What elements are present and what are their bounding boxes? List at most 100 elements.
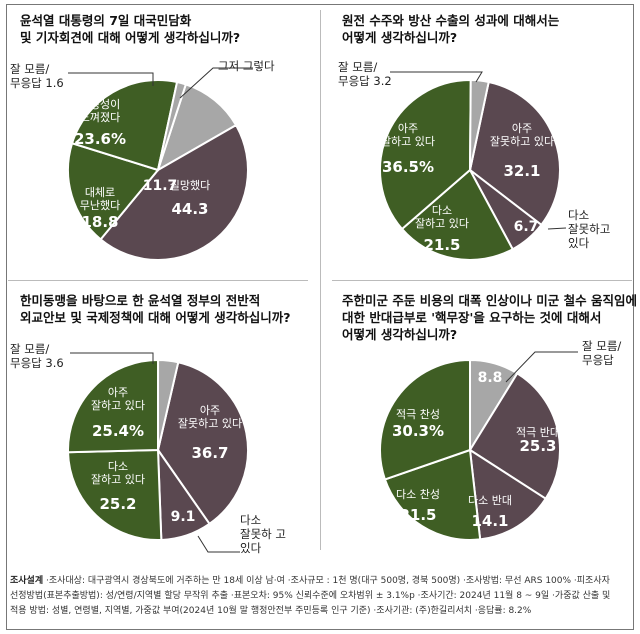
slice-label: 다소 잘하고 있다 bbox=[415, 204, 469, 230]
slice-label: 적극 반대 bbox=[516, 426, 560, 439]
slice-label-line: 진정성이 bbox=[80, 98, 120, 111]
slice-label-line: 잘 모름/ bbox=[582, 339, 621, 353]
pie-slice bbox=[468, 372, 561, 501]
slice-label-line: 잘못하고 bbox=[568, 222, 610, 236]
slice-label-line: 잘못하고 있다 bbox=[178, 416, 242, 430]
slice-label-line: 무응답 bbox=[582, 353, 614, 367]
slice-value: 14.1 bbox=[471, 512, 508, 530]
slice-value: 21.5 bbox=[423, 236, 460, 254]
pie-slice bbox=[67, 358, 160, 454]
slice-label-line: 다소 bbox=[108, 460, 128, 473]
slice-label: 그저 그렇다 bbox=[218, 59, 275, 73]
horizontal-divider-right bbox=[332, 280, 632, 281]
chart-title-line: 대한 반대급부로 '핵무장'을 요구하는 것에 대해서 bbox=[342, 310, 602, 325]
slice-value: 25.2 bbox=[99, 495, 136, 513]
slice-value: 36.7 bbox=[191, 444, 228, 462]
slice-label-line: 잘못하 고 bbox=[240, 527, 286, 541]
slice-label: 잘 모름/무응답 3.2 bbox=[338, 60, 392, 88]
leader-line bbox=[70, 352, 154, 364]
slice-value: 36.5% bbox=[382, 158, 434, 176]
slice-label-line: 그저 그렇다 bbox=[218, 59, 275, 73]
leader-line bbox=[68, 72, 154, 86]
slice-label-line: 있다 bbox=[568, 236, 590, 250]
slice-value: 6.7 bbox=[514, 219, 539, 235]
slice-label: 아주 잘하고 있다 bbox=[381, 122, 435, 148]
pie-slice bbox=[383, 448, 482, 541]
slice-label: 다소 찬성 bbox=[396, 487, 440, 501]
slice-label: 잘 모름/무응답 3.6 bbox=[10, 342, 64, 370]
slice-value: 9.1 bbox=[171, 509, 196, 525]
chart-title: 주한미군 주둔 비용의 대폭 인상이나 미군 철수 움직임에 대한 반대급부로 … bbox=[342, 292, 637, 343]
slice-value: 11.7 bbox=[143, 178, 178, 194]
pie-slice bbox=[157, 80, 188, 171]
slice-label: 잘 모름/무응답 bbox=[582, 339, 621, 367]
slice-label-line: 잘 모름/ bbox=[338, 60, 377, 74]
slice-label: 다소 반대 bbox=[468, 494, 512, 507]
vertical-divider bbox=[320, 10, 321, 550]
slice-value: 44.3 bbox=[171, 200, 208, 218]
slice-label-line: 다소 찬성 bbox=[396, 487, 440, 501]
slice-label-line: 무응답 3.6 bbox=[10, 356, 64, 370]
pie-slice bbox=[379, 358, 471, 481]
slice-label-line: 잘하고 있다 bbox=[91, 398, 145, 412]
slice-value: 21.5 bbox=[399, 506, 436, 524]
slice-value: 25.3 bbox=[519, 437, 556, 455]
slice-label-line: 다소 bbox=[568, 208, 589, 222]
footer-line: 적용 방법: 성별, 연령별, 지역별, 가중값 부여(2024년 10월 말 … bbox=[10, 606, 532, 616]
slice-label: 아주 잘하고 있다 bbox=[91, 386, 145, 412]
chart-title-line: 원전 수주와 방산 수출의 성과에 대해서는 bbox=[342, 13, 560, 28]
leader-line bbox=[547, 227, 567, 230]
slice-label-line: 잘 모름/ bbox=[10, 62, 49, 76]
footer-line: 선정방법(표본추출방법): 성/연령/지역별 할당 무작위 추출 ·표본오차: … bbox=[10, 591, 611, 601]
slice-label-line: 적극 반대 bbox=[516, 426, 560, 439]
chart-panel-foreign-policy: 한미동맹을 바탕으로 한 윤석열 정부의 전반적 외교안보 및 국제정책에 대해… bbox=[8, 286, 308, 556]
pie-slice bbox=[156, 83, 238, 173]
chart-title-line: 윤석열 대통령의 7일 대국민담화 bbox=[20, 13, 192, 28]
pie-slice bbox=[468, 448, 548, 541]
slice-label: 아주 잘못하고 있다 bbox=[490, 122, 554, 148]
slice-label-line: 무난했다 bbox=[80, 199, 120, 212]
slice-label-line: 아주 bbox=[398, 122, 418, 135]
pie-slice bbox=[379, 79, 472, 231]
footer-line: ·조사대상: 대구광역시 경상북도에 거주하는 만 18세 이상 남·여 ·조사… bbox=[43, 576, 610, 586]
slice-value: 32.1 bbox=[503, 162, 540, 180]
chart-panel-nuclear-export: 원전 수주와 방산 수출의 성과에 대해서는 어떻게 생각하십니까? 아주 잘못하… bbox=[330, 6, 630, 276]
chart-panel-speech: 윤석열 대통령의 7일 대국민담화 및 기자회견에 대해 어떻게 생각하십니까?… bbox=[8, 6, 308, 276]
leader-line bbox=[390, 71, 483, 83]
slice-label-line: 잘 모름/ bbox=[10, 342, 49, 356]
slice-label-line: 아주 bbox=[512, 122, 532, 135]
slice-label-line: 있다 bbox=[240, 541, 262, 555]
slice-value: 23.6% bbox=[74, 130, 126, 148]
footer-label: 조사설계 bbox=[10, 576, 44, 586]
slice-label-line: 아주 bbox=[200, 404, 220, 417]
slice-value: 30.3% bbox=[392, 422, 444, 440]
chart-title-line: 주한미군 주둔 비용의 대폭 인상이나 미군 철수 움직임에 bbox=[342, 293, 637, 308]
leader-line bbox=[505, 351, 578, 383]
chart-panel-nuclear-armament: 주한미군 주둔 비용의 대폭 인상이나 미군 철수 움직임에 대한 반대급부로 … bbox=[330, 286, 637, 556]
leader-line bbox=[197, 535, 240, 553]
chart-title-line: 한미동맹을 바탕으로 한 윤석열 정부의 전반적 bbox=[20, 293, 261, 308]
slice-label-line: 다소 bbox=[432, 204, 452, 217]
slice-value: 18.8 bbox=[81, 213, 118, 231]
pie-slice bbox=[468, 80, 561, 227]
slice-label-line: 아주 bbox=[108, 386, 128, 399]
slice-label-line: 잘하고 있다 bbox=[91, 472, 145, 486]
pie-slice bbox=[67, 448, 163, 541]
slice-label-line: 적극 찬성 bbox=[396, 407, 440, 421]
slice-label-line: 무응답 1.6 bbox=[10, 76, 64, 90]
chart-title: 원전 수주와 방산 수출의 성과에 대해서는 어떻게 생각하십니까? bbox=[342, 12, 559, 46]
slice-label-line: 잘하고 있다 bbox=[415, 216, 469, 230]
pie-slice bbox=[156, 361, 249, 526]
slice-label-line: 다소 반대 bbox=[468, 494, 512, 507]
slice-label-line: 대체로 bbox=[85, 186, 115, 199]
pie-slice bbox=[400, 168, 515, 261]
chart-title-line: 어떻게 생각하십니까? bbox=[342, 327, 458, 342]
pie-slice bbox=[67, 142, 160, 241]
leader-line bbox=[179, 67, 253, 99]
slice-label-line: 무응답 3.2 bbox=[338, 74, 392, 88]
slice-value: 8.8 bbox=[478, 370, 503, 386]
slice-label: 잘 모름/무응답 1.6 bbox=[10, 62, 64, 90]
